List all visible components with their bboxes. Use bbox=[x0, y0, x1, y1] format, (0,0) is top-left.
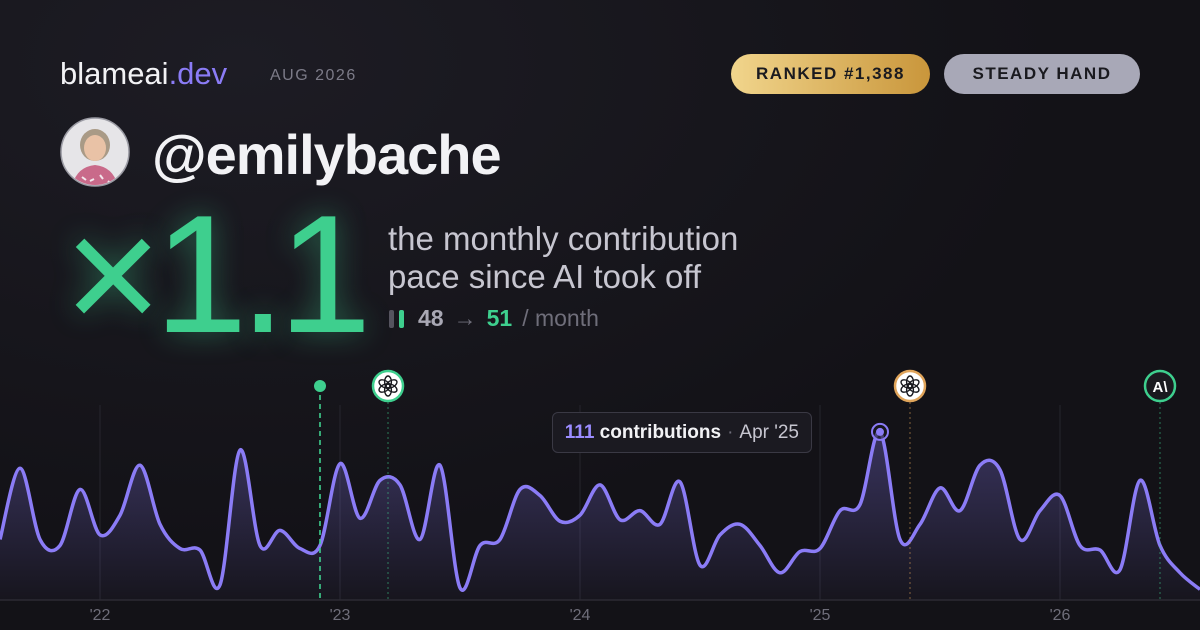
openai-logo bbox=[378, 375, 398, 397]
x-tick-label: '23 bbox=[330, 607, 351, 624]
area bbox=[0, 431, 1200, 600]
event-label: A\ bbox=[1153, 379, 1169, 396]
openai-logo bbox=[900, 375, 920, 397]
event-dot bbox=[314, 380, 326, 392]
handle: @emilybache bbox=[152, 123, 502, 186]
x-tick-label: '24 bbox=[570, 607, 591, 624]
description: pace since AI took off bbox=[388, 258, 702, 295]
event-icon bbox=[893, 369, 927, 403]
pace-after: 51 bbox=[486, 305, 513, 331]
x-tick-label: '22 bbox=[90, 607, 111, 624]
pace: 48 → 51 / month bbox=[388, 305, 599, 332]
brand-tld: .dev bbox=[168, 56, 228, 91]
x-tick-label: '26 bbox=[1050, 607, 1071, 624]
date: AUG 2026 bbox=[270, 67, 357, 84]
tooltip-separator: · bbox=[727, 422, 734, 443]
brand-name: blameai bbox=[60, 56, 169, 91]
logo-petal bbox=[378, 379, 391, 389]
title-badge: STEADY HAND bbox=[944, 54, 1140, 94]
line bbox=[0, 430, 1200, 592]
pace-unit: / month bbox=[522, 305, 599, 331]
pace-icon bbox=[389, 309, 404, 328]
multiplier: ×1.1 bbox=[64, 180, 372, 368]
tooltip-label: Apr '25 bbox=[739, 422, 799, 443]
pace-before: 48 bbox=[418, 305, 444, 331]
logo-petal bbox=[900, 379, 913, 389]
highlight-dot bbox=[876, 427, 884, 436]
event-icon bbox=[1143, 369, 1177, 403]
tooltip-value: 111 bbox=[564, 422, 595, 443]
event-icon bbox=[371, 369, 405, 403]
avatar bbox=[60, 117, 130, 187]
rank-badge: RANKED #1,388 bbox=[731, 54, 930, 94]
pace-arrow: → bbox=[453, 305, 477, 331]
tooltip-unit: contributions bbox=[599, 422, 722, 443]
tooltip: 111 contributions · Apr '25 bbox=[551, 412, 812, 453]
x-tick-label: '25 bbox=[810, 607, 831, 624]
description: the monthly contribution bbox=[388, 220, 739, 257]
brand: blameai.dev bbox=[60, 56, 227, 92]
